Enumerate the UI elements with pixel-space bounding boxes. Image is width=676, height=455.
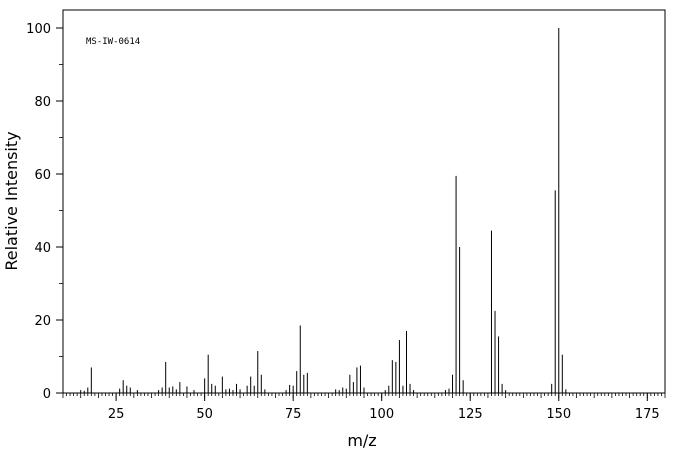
x-tick-label: 125 [458,407,483,422]
x-tick-label: 100 [369,407,394,422]
peaks [80,28,567,393]
y-tick-label: 80 [34,95,51,110]
y-tick-label: 20 [34,314,51,329]
plot-border [62,9,666,394]
y-tick-label: 100 [26,22,51,37]
y-axis-label: Relative Intensity [2,131,21,270]
x-tick-label: 75 [285,407,302,422]
major-ticks [56,27,648,401]
minor-ticks [59,64,666,398]
x-axis-label: m/z [347,431,376,450]
x-tick-label: 50 [196,407,213,422]
y-tick-label: 60 [34,168,51,183]
x-tick-label: 25 [108,407,125,422]
spectrum-id-annotation: MS-IW-0614 [86,37,140,47]
plot-frame [62,9,666,394]
y-tick-label: 40 [34,241,51,256]
x-tick-label: 150 [546,407,571,422]
x-tick-labels: 25 50 75 100 125 150 175 [108,407,660,422]
y-tick-label: 0 [43,387,51,402]
y-tick-labels: 0 20 40 60 80 100 [26,22,51,402]
x-tick-label: 175 [635,407,660,422]
